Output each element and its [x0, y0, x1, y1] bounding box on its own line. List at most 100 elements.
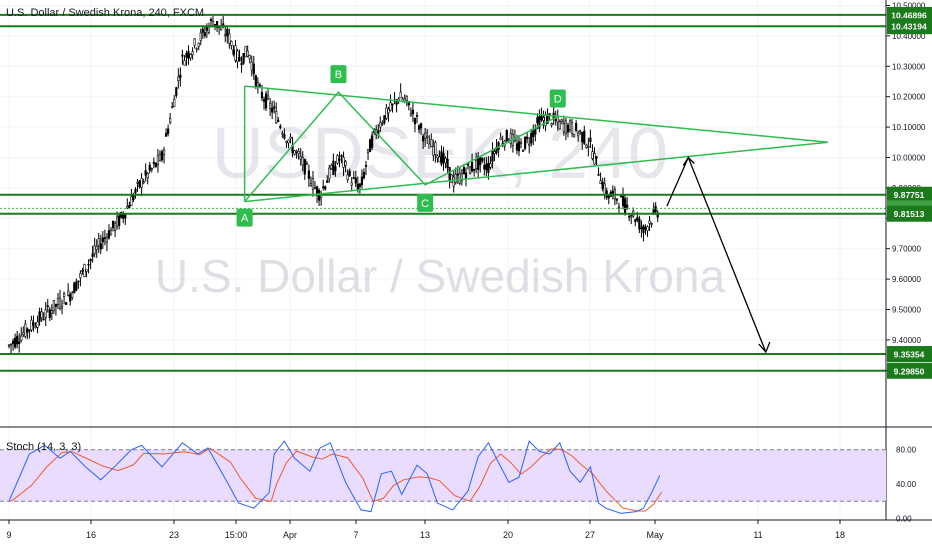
candle-body	[348, 170, 351, 176]
candle-body	[371, 135, 374, 148]
arrowhead-up	[682, 156, 695, 166]
candle-body	[652, 209, 655, 214]
price-tick-label: 9.60000	[892, 275, 921, 284]
pattern-point-marker	[330, 65, 347, 84]
candle-body	[254, 75, 257, 87]
candle-body	[228, 33, 231, 44]
candle-body	[138, 180, 141, 188]
candle-body	[442, 152, 445, 163]
candle-body	[313, 187, 317, 189]
candle-body	[91, 253, 94, 257]
candle-body	[152, 161, 155, 164]
level-price-tag	[887, 186, 932, 203]
candle-body	[299, 156, 302, 160]
candle-body	[85, 269, 88, 272]
candle-body	[120, 212, 123, 218]
candle-body	[150, 168, 153, 170]
candle-body	[540, 115, 543, 121]
candle-body	[215, 21, 219, 28]
candle-body	[24, 323, 27, 337]
time-tick-label: 16	[86, 530, 96, 540]
candle-body	[464, 172, 468, 180]
candle-body	[246, 50, 249, 57]
candle-body	[248, 55, 251, 60]
level-price-label: 9.35354	[894, 350, 925, 360]
candle-body	[140, 178, 143, 188]
candle-body	[642, 225, 645, 233]
candle-body	[97, 238, 100, 246]
candle-body	[579, 130, 582, 133]
candle-body	[164, 132, 168, 137]
candle-body	[130, 196, 133, 207]
candle-body	[175, 87, 178, 96]
pattern-point-marker	[417, 193, 434, 212]
candle-body	[542, 117, 545, 121]
candle-body	[36, 321, 39, 328]
candle-body	[415, 115, 419, 117]
time-tick-label: 27	[585, 530, 595, 540]
candle-body	[538, 116, 541, 129]
candle-body	[413, 118, 417, 125]
candle-body	[244, 45, 247, 58]
candle-body	[428, 143, 431, 149]
candle-body	[191, 51, 194, 56]
candle-body	[232, 49, 235, 55]
candle-body	[368, 139, 372, 153]
candle-body	[521, 150, 525, 152]
candle-body	[628, 216, 631, 218]
candle-body	[332, 160, 335, 175]
candle-body	[309, 183, 313, 186]
candle-body	[326, 180, 329, 183]
level-price-label: 9.87751	[894, 190, 925, 200]
candle-body	[262, 99, 266, 102]
candle-body	[142, 181, 145, 184]
candle-body	[603, 183, 606, 196]
candle-body	[387, 108, 390, 114]
candle-body	[452, 176, 455, 187]
candle-body	[295, 150, 298, 153]
candle-body	[489, 163, 492, 168]
level-price-tag	[887, 18, 932, 35]
candle-body	[207, 26, 211, 33]
triangle-lower-line	[244, 141, 829, 203]
candle-body	[479, 156, 482, 166]
candle-body	[422, 135, 425, 142]
candle-body	[364, 164, 368, 167]
candle-body	[458, 172, 461, 184]
pattern-point-marker	[549, 89, 566, 108]
candle-body	[177, 76, 180, 82]
candle-body	[548, 113, 551, 115]
candle-body	[354, 177, 357, 184]
candle-body	[101, 237, 104, 243]
candle-body	[330, 165, 333, 170]
candle-body	[185, 53, 188, 58]
candle-body	[391, 103, 394, 106]
candle-body	[358, 183, 361, 187]
candle-body	[307, 170, 310, 179]
candle-body	[566, 124, 570, 133]
candle-body	[30, 319, 33, 331]
candle-body	[599, 180, 602, 185]
candle-body	[205, 27, 208, 31]
candle-body	[526, 136, 529, 139]
candle-body	[638, 218, 641, 230]
price-tick-label: 9.40000	[892, 336, 921, 345]
level-price-label: 10.43194	[891, 22, 927, 32]
candle-body	[11, 340, 15, 344]
candle-body	[448, 167, 451, 181]
candle-body	[107, 230, 111, 239]
time-tick-label: Apr	[283, 530, 297, 540]
candle-body	[303, 159, 306, 175]
time-tick-label: 23	[169, 530, 179, 540]
candle-body	[623, 198, 627, 214]
candle-body	[181, 54, 184, 57]
level-price-tag	[887, 346, 932, 363]
candle-body	[279, 125, 282, 129]
candle-body	[460, 173, 463, 181]
candle-body	[7, 344, 11, 347]
candle-body	[595, 156, 598, 159]
candle-body	[446, 158, 449, 169]
candle-body	[34, 326, 37, 329]
